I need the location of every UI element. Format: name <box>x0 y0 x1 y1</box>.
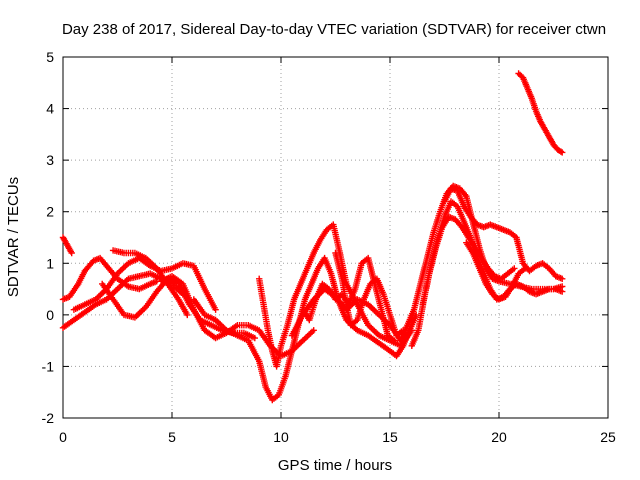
series-track-11 <box>299 254 398 344</box>
series-track-3 <box>59 270 187 331</box>
axis-ticks: 0 5 10 15 20 25 -2 -1 0 1 2 3 4 5 <box>42 49 616 445</box>
series-track-1 <box>59 234 75 257</box>
y-tick-label: 3 <box>46 152 54 168</box>
x-tick-label: 15 <box>382 429 398 445</box>
y-tick-label: 0 <box>46 307 54 323</box>
x-tick-label: 25 <box>600 429 616 445</box>
x-axis-label: GPS time / hours <box>278 457 392 474</box>
series-track-7 <box>157 273 317 360</box>
y-axis-label: SDTVAR / TECUs <box>5 177 22 297</box>
series-track-16 <box>441 185 566 282</box>
x-tick-label: 5 <box>168 429 176 445</box>
data-marks <box>59 70 566 404</box>
series-track-17 <box>463 239 529 303</box>
y-tick-label: 2 <box>46 204 54 220</box>
series-track-18 <box>515 70 566 156</box>
y-tick-label: 5 <box>46 49 54 65</box>
x-tick-label: 10 <box>273 429 289 445</box>
series-track-5 <box>109 247 191 319</box>
y-tick-label: -1 <box>42 358 55 374</box>
y-tick-label: 4 <box>46 101 54 117</box>
y-tick-label: -2 <box>42 410 55 426</box>
chart-title: Day 238 of 2017, Sidereal Day-to-day VTE… <box>62 21 606 38</box>
series-track-12 <box>332 249 407 339</box>
series-track-2 <box>59 254 160 303</box>
x-tick-label: 20 <box>491 429 507 445</box>
x-tick-label: 0 <box>59 429 67 445</box>
y-tick-label: 1 <box>46 255 54 271</box>
series-track-15 <box>419 213 518 308</box>
